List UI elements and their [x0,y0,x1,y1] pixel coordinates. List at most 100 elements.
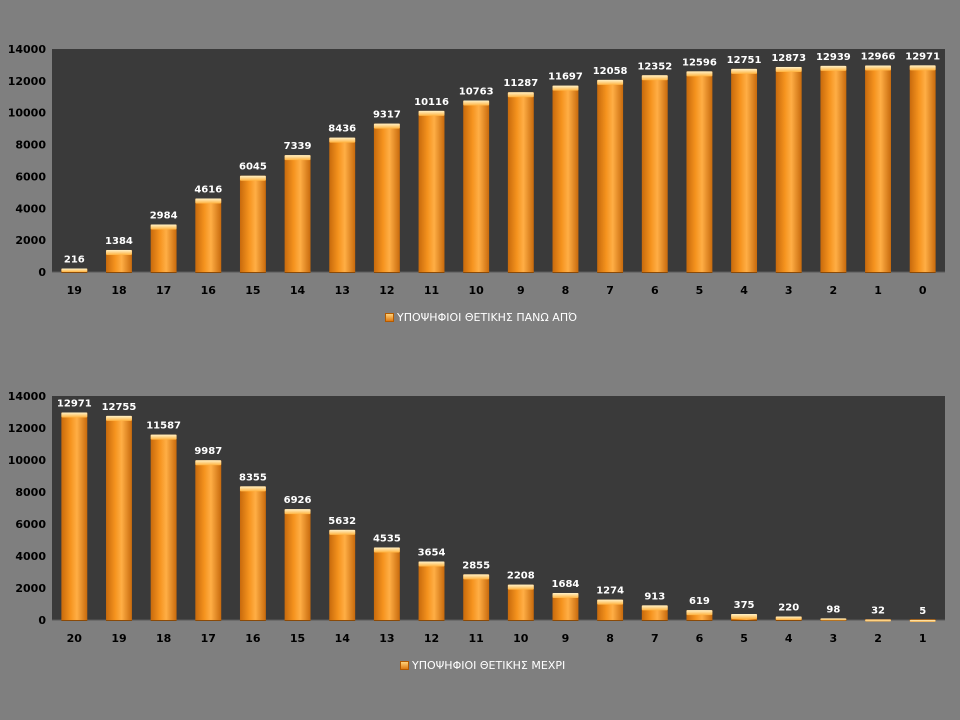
bar [507,92,534,273]
x-tick-label: 2 [830,284,838,297]
bar [61,412,88,620]
data-label: 10116 [414,97,449,108]
x-tick-label: 6 [651,284,659,297]
data-label: 8355 [239,472,267,483]
bar [195,460,222,620]
bar-cap [463,100,490,106]
bar-cap [418,561,445,567]
bar-cap [597,599,624,605]
data-label: 2984 [150,210,178,221]
legend-bottom: ΥΠΟΨΗΦΙΟΙ ΘΕΤΙΚΗΣ ΜΕΧΡΙ [400,659,565,672]
chart-candidates-above: 0 2000 4000 6000 8000 10000 12000 14000 216 19 138… [0,0,960,340]
y-tick-label: 0 [38,614,46,627]
data-label: 12939 [816,52,851,63]
bar [507,584,534,620]
x-tick-label: 17 [156,284,171,297]
legend-label-bottom: ΥΠΟΨΗΦΙΟΙ ΘΕΤΙΚΗΣ ΜΕΧΡΙ [412,659,566,672]
data-label: 216 [64,255,85,266]
y-tick-label: 2000 [15,234,46,247]
bar [329,137,356,272]
data-label: 11287 [503,78,538,89]
bar-cap [909,65,936,71]
data-label: 12352 [637,61,672,72]
data-label: 10763 [459,87,494,98]
data-label: 12971 [57,398,92,409]
bar [641,75,668,273]
data-label: 8436 [328,124,356,135]
bar [463,574,490,620]
bar [775,66,802,272]
bar-cap [865,619,891,622]
bar [820,65,847,273]
x-tick-label: 15 [290,632,305,645]
bar [106,415,132,620]
y-tick-label: 14000 [8,390,47,403]
x-tick-label: 13 [335,284,350,297]
x-tick-label: 16 [201,284,217,297]
bar [597,599,624,620]
data-label: 1384 [105,236,133,247]
x-tick-label: 19 [111,632,126,645]
y-tick-label: 6000 [15,518,46,531]
y-tick-label: 0 [38,266,46,279]
bar-cap [284,155,311,161]
x-tick-label: 17 [201,632,216,645]
bar [150,434,177,620]
bar-cap [284,509,311,515]
bar-cap [150,224,177,230]
x-tick-label: 18 [156,632,171,645]
x-tick-label: 14 [290,284,306,297]
bar [150,224,177,272]
bar-cap [106,249,132,255]
bar-cap [820,618,847,621]
y-tick-label: 2000 [15,582,46,595]
bar-cap [820,65,847,71]
bar-cap [552,85,579,91]
data-label: 2855 [462,560,490,571]
bar [195,198,222,272]
bar-cap [597,79,624,85]
bar [239,175,266,272]
data-label: 32 [871,605,885,616]
bar [552,85,579,272]
bar-cap [731,614,758,619]
data-label: 375 [734,600,755,611]
data-label: 913 [644,591,665,602]
y-tick-label: 8000 [15,139,46,152]
x-tick-label: 1 [874,284,882,297]
x-tick-label: 15 [245,284,260,297]
x-tick-label: 6 [696,632,704,645]
x-tick-label: 3 [785,284,793,297]
y-tick-label: 12000 [8,422,47,435]
plot-area-1 [52,396,945,620]
data-label: 619 [689,596,710,607]
bar [106,249,132,272]
bar [731,68,758,273]
bar [597,79,624,272]
bar-cap [195,460,222,466]
data-label: 5 [919,606,926,617]
x-tick-label: 9 [562,632,570,645]
data-label: 7339 [284,141,312,152]
data-label: 220 [778,602,799,613]
x-tick-label: 11 [424,284,439,297]
data-label: 11697 [548,72,583,83]
bar-cap [507,92,534,98]
bar-cap [686,610,713,616]
bar-cap [106,415,132,421]
bar-cap [329,137,356,143]
bar-cap [552,593,579,599]
x-tick-label: 5 [740,632,748,645]
x-tick-label: 9 [517,284,525,297]
data-label: 6045 [239,162,267,173]
data-label: 3654 [418,548,446,559]
x-tick-label: 1 [919,632,927,645]
x-tick-label: 7 [651,632,659,645]
bar [463,100,490,272]
bar-cap [641,75,668,81]
x-tick-label: 12 [379,284,394,297]
bar [909,65,936,272]
x-tick-label: 2 [874,632,882,645]
y-tick-label: 6000 [15,170,46,183]
